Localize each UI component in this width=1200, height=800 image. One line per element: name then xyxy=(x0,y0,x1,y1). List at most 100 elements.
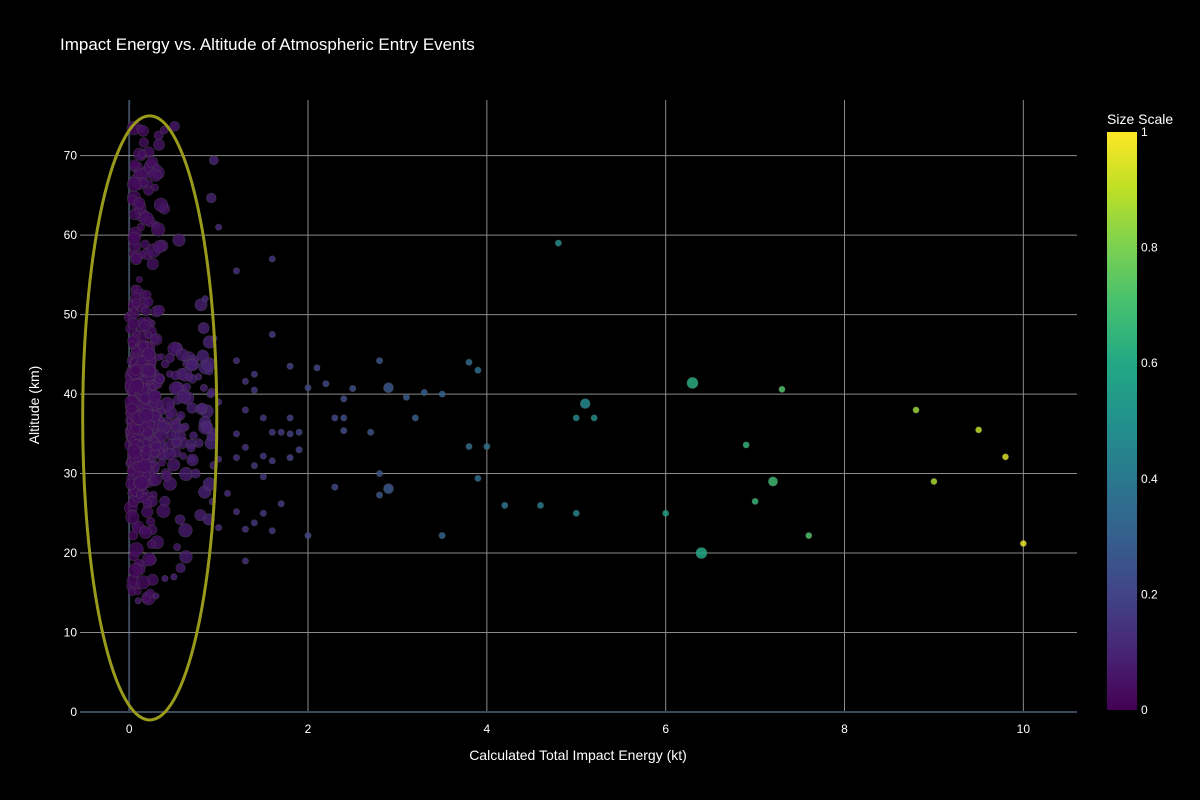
data-point xyxy=(141,552,157,567)
data-point xyxy=(295,428,303,436)
data-point xyxy=(259,509,267,517)
data-point xyxy=(141,505,154,518)
data-point xyxy=(778,385,786,393)
data-point xyxy=(164,353,175,364)
data-point xyxy=(277,500,285,508)
data-point xyxy=(129,159,140,170)
data-point xyxy=(912,406,920,414)
data-point xyxy=(367,428,375,436)
x-tick-label: 6 xyxy=(662,722,669,736)
data-point xyxy=(194,509,207,522)
data-point xyxy=(268,527,276,535)
data-point xyxy=(554,239,562,247)
data-point xyxy=(130,306,138,314)
data-point xyxy=(286,362,294,370)
data-point xyxy=(194,373,203,381)
data-point xyxy=(686,377,699,389)
colorbar-tick-label: 1 xyxy=(1141,125,1148,139)
data-point xyxy=(138,137,149,148)
data-point xyxy=(232,454,240,462)
data-point xyxy=(376,470,384,478)
data-point xyxy=(152,240,166,254)
data-point xyxy=(286,414,294,422)
data-point xyxy=(161,471,172,482)
data-point xyxy=(130,253,143,266)
colorbar-title: Size Scale xyxy=(1107,111,1173,127)
data-point xyxy=(142,445,152,455)
data-point xyxy=(130,364,142,376)
data-point xyxy=(163,448,176,461)
data-point xyxy=(186,453,199,467)
data-point xyxy=(172,233,186,247)
x-tick-label: 0 xyxy=(126,722,133,736)
data-point xyxy=(166,430,176,441)
data-point xyxy=(268,457,276,465)
data-point xyxy=(197,322,210,334)
data-point xyxy=(174,514,186,525)
data-point xyxy=(168,381,183,396)
x-axis-label: Calculated Total Impact Energy (kt) xyxy=(469,747,687,763)
data-point xyxy=(186,443,196,453)
y-axis-ticks: 0 10 20 30 40 50 60 70 xyxy=(64,149,78,719)
data-point xyxy=(175,562,186,574)
data-point xyxy=(224,489,232,497)
data-point xyxy=(268,330,276,338)
data-point xyxy=(241,406,249,414)
data-point xyxy=(176,389,191,404)
data-point xyxy=(139,526,152,540)
data-point xyxy=(383,483,394,494)
data-point xyxy=(127,317,140,330)
data-point xyxy=(340,414,348,422)
data-point xyxy=(134,597,142,605)
x-tick-label: 2 xyxy=(305,722,312,736)
data-point xyxy=(376,491,384,499)
data-point xyxy=(201,295,209,303)
data-point xyxy=(147,389,162,404)
data-point xyxy=(250,519,258,527)
data-point xyxy=(169,121,180,132)
data-point xyxy=(805,532,813,540)
data-point xyxy=(178,523,193,538)
data-point xyxy=(199,383,208,392)
data-point xyxy=(149,473,163,486)
colorbar-ticks: 0 0.2 0.4 0.6 0.8 1 xyxy=(1141,125,1158,717)
y-tick-label: 50 xyxy=(64,308,78,322)
data-point xyxy=(170,573,178,581)
data-point xyxy=(465,358,473,366)
data-points xyxy=(123,120,1027,606)
data-point xyxy=(140,306,151,317)
data-point xyxy=(153,138,165,151)
data-point xyxy=(331,483,339,491)
data-point xyxy=(126,403,138,415)
data-point xyxy=(129,542,144,557)
data-point xyxy=(241,557,249,565)
data-point xyxy=(286,454,294,462)
data-point xyxy=(268,428,276,436)
data-point xyxy=(1019,540,1027,548)
data-point xyxy=(259,414,267,422)
data-point xyxy=(215,223,223,231)
data-point xyxy=(268,255,276,263)
data-point xyxy=(207,387,217,398)
data-point xyxy=(140,239,150,250)
y-tick-label: 20 xyxy=(64,546,78,560)
data-point xyxy=(152,163,161,172)
data-point xyxy=(134,475,149,491)
data-point xyxy=(144,331,153,339)
data-point xyxy=(136,575,151,590)
colorbar xyxy=(1107,132,1137,710)
data-point xyxy=(139,211,154,226)
data-point xyxy=(304,384,312,392)
data-point xyxy=(340,395,348,403)
data-point xyxy=(241,377,249,385)
data-point xyxy=(132,298,142,308)
data-point xyxy=(572,414,580,422)
data-point xyxy=(536,501,544,509)
data-point xyxy=(295,446,303,454)
data-point xyxy=(250,370,258,378)
data-point xyxy=(501,501,509,509)
data-point xyxy=(136,355,147,366)
data-point xyxy=(153,304,165,316)
data-point xyxy=(474,366,482,374)
